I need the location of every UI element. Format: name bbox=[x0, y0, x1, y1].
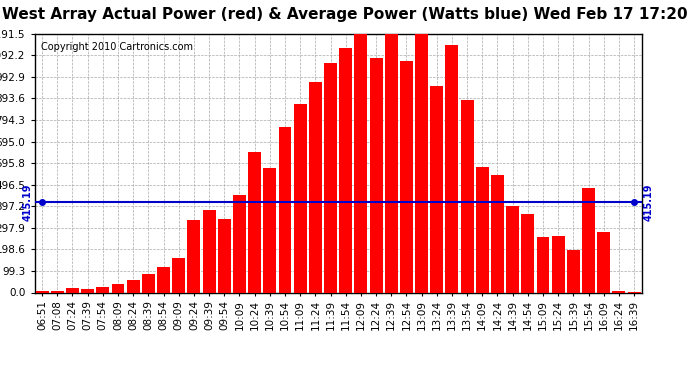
Bar bbox=[370, 58, 382, 292]
Text: 415.19: 415.19 bbox=[643, 184, 653, 221]
Bar bbox=[582, 188, 595, 292]
Bar bbox=[476, 167, 489, 292]
Bar bbox=[97, 286, 109, 292]
Bar bbox=[491, 175, 504, 292]
Bar bbox=[355, 34, 367, 292]
Bar bbox=[66, 288, 79, 292]
Text: 415.19: 415.19 bbox=[23, 184, 33, 221]
Bar bbox=[309, 82, 322, 292]
Bar bbox=[522, 214, 534, 292]
Bar bbox=[248, 152, 261, 292]
Bar bbox=[446, 45, 458, 292]
Bar bbox=[431, 86, 443, 292]
Bar bbox=[598, 232, 610, 292]
Text: Copyright 2010 Cartronics.com: Copyright 2010 Cartronics.com bbox=[41, 42, 193, 51]
Bar bbox=[339, 48, 352, 292]
Bar bbox=[203, 210, 215, 292]
Bar bbox=[172, 258, 185, 292]
Bar bbox=[461, 100, 473, 292]
Bar bbox=[188, 220, 200, 292]
Bar bbox=[537, 237, 549, 292]
Bar bbox=[264, 168, 276, 292]
Bar bbox=[552, 236, 564, 292]
Bar bbox=[51, 291, 63, 292]
Bar bbox=[506, 207, 519, 292]
Bar bbox=[112, 284, 124, 292]
Bar bbox=[233, 195, 246, 292]
Bar bbox=[567, 250, 580, 292]
Bar bbox=[81, 289, 94, 292]
Bar bbox=[36, 291, 48, 292]
Bar bbox=[157, 267, 170, 292]
Bar bbox=[385, 34, 397, 292]
Bar bbox=[613, 291, 625, 292]
Bar bbox=[400, 62, 413, 292]
Text: West Array Actual Power (red) & Average Power (Watts blue) Wed Feb 17 17:20: West Array Actual Power (red) & Average … bbox=[2, 8, 688, 22]
Bar bbox=[279, 127, 291, 292]
Bar bbox=[142, 274, 155, 292]
Bar bbox=[127, 280, 139, 292]
Bar bbox=[218, 219, 230, 292]
Bar bbox=[294, 104, 306, 292]
Bar bbox=[415, 34, 428, 292]
Bar bbox=[324, 63, 337, 292]
